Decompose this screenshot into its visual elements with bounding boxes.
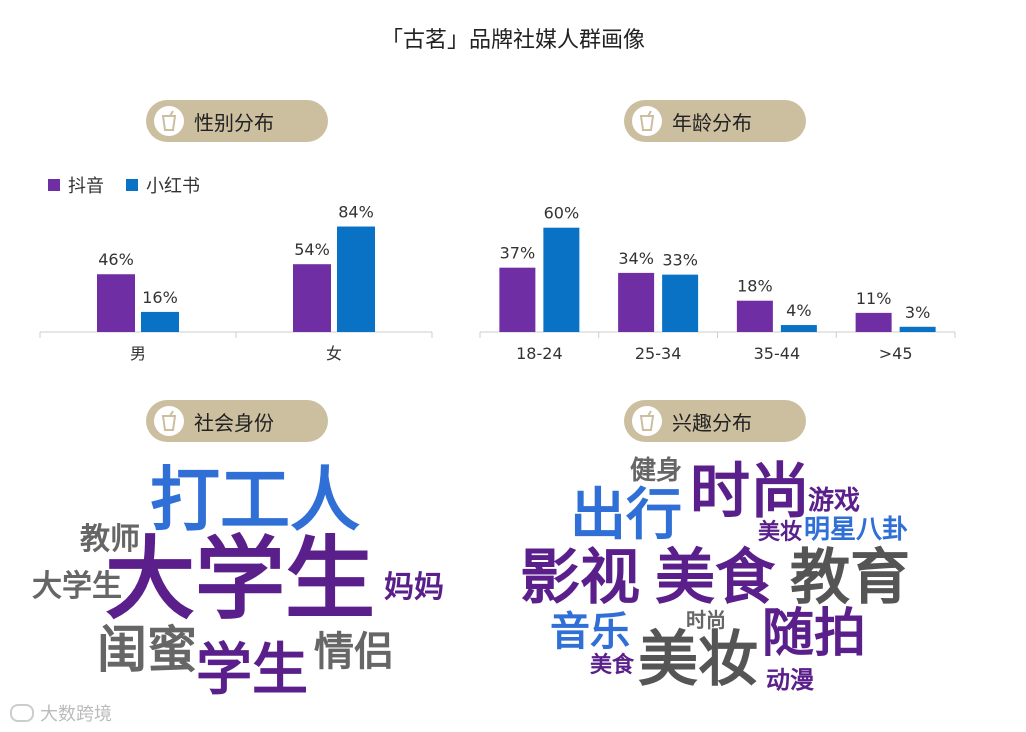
cloud-word: 教育 bbox=[790, 543, 910, 613]
cloud-word: 动漫 bbox=[766, 666, 814, 694]
cloud-word: 时尚 bbox=[690, 457, 810, 527]
section-interest-pill: 兴趣分布 bbox=[624, 400, 806, 442]
cloud-word: 影视 bbox=[520, 543, 640, 613]
bar-value-label: 84% bbox=[338, 203, 374, 222]
bar-douyin bbox=[97, 274, 135, 332]
cloud-word: 游戏 bbox=[808, 486, 861, 516]
cloud-word: 明星八卦 bbox=[804, 515, 909, 545]
section-identity-pill: 社会身份 bbox=[146, 400, 328, 442]
page-title: 「古茗」品牌社媒人群画像 bbox=[380, 28, 645, 53]
section-interest-title: 兴趣分布 bbox=[672, 410, 752, 435]
cloud-word: 时尚 bbox=[686, 608, 726, 632]
age-bar-chart: 37% 60% 18-24 34% 33% 25-34 18% 4% 35-44 11% 3% >45 bbox=[479, 204, 956, 363]
cloud-word: 美食 bbox=[655, 543, 775, 613]
x-tick-label: 35-44 bbox=[754, 344, 801, 363]
bar-xiaohongshu bbox=[662, 274, 699, 332]
cloud-word: 教师 bbox=[80, 522, 140, 557]
cloud-word: 健身 bbox=[630, 456, 683, 486]
x-tick-label: >45 bbox=[879, 344, 913, 363]
cloud-word: 音乐 bbox=[550, 609, 630, 655]
legend-label-douyin: 抖音 bbox=[68, 176, 104, 197]
cloud-word: 打工人 bbox=[150, 459, 360, 541]
cloud-word: 情侣 bbox=[314, 629, 394, 675]
cloud-word: 闺蜜 bbox=[97, 621, 197, 679]
bar-value-label: 46% bbox=[98, 250, 134, 269]
section-identity-title: 社会身份 bbox=[194, 410, 274, 435]
cloud-word: 大学生 bbox=[32, 569, 122, 604]
bar-value-label: 60% bbox=[544, 204, 580, 223]
bar-xiaohongshu bbox=[337, 226, 375, 332]
cloud-word: 妈妈 bbox=[384, 570, 444, 605]
cloud-word: 出行 bbox=[570, 483, 682, 548]
cloud-word: 随拍 bbox=[762, 604, 867, 664]
bar-value-label: 37% bbox=[500, 244, 536, 263]
bar-value-label: 11% bbox=[856, 289, 892, 308]
cloud-word: 学生 bbox=[196, 638, 308, 703]
x-tick-label: 女 bbox=[326, 344, 342, 363]
interest-word-cloud: 健身 出行 时尚 游戏 美妆 明星八卦 影视 美食 教育 音乐 时尚 随拍 美食… bbox=[500, 450, 1020, 710]
bar-douyin bbox=[499, 267, 536, 332]
section-age-pill: 年龄分布 bbox=[624, 100, 806, 142]
chart-legend: 抖音 小红书 bbox=[48, 172, 222, 198]
bar-xiaohongshu bbox=[543, 227, 580, 332]
cloud-word: 美妆 bbox=[758, 520, 803, 545]
bar-xiaohongshu bbox=[899, 326, 936, 332]
watermark: 大数跨境 bbox=[10, 700, 112, 726]
legend-swatch-douyin bbox=[48, 179, 60, 191]
bar-xiaohongshu bbox=[141, 311, 179, 332]
section-gender-pill: 性别分布 bbox=[146, 100, 328, 142]
x-tick-label: 18-24 bbox=[516, 344, 563, 363]
milk-tea-cup-icon bbox=[154, 406, 184, 436]
bar-value-label: 16% bbox=[142, 288, 178, 307]
cloud-word: 大学生 bbox=[105, 527, 375, 632]
bar-douyin bbox=[293, 264, 331, 332]
bar-douyin bbox=[736, 300, 773, 332]
x-tick-label: 25-34 bbox=[635, 344, 682, 363]
bar-value-label: 4% bbox=[786, 301, 811, 320]
legend-label-xiaohongshu: 小红书 bbox=[146, 176, 200, 197]
bar-value-label: 18% bbox=[737, 277, 773, 296]
bar-value-label: 34% bbox=[618, 249, 654, 268]
bar-value-label: 3% bbox=[905, 303, 930, 322]
legend-item-xiaohongshu: 小红书 bbox=[126, 172, 200, 198]
bar-xiaohongshu bbox=[780, 325, 817, 332]
cloud-word: 美食 bbox=[590, 653, 635, 678]
milk-tea-cup-icon bbox=[632, 406, 662, 436]
x-tick-label: 男 bbox=[130, 344, 146, 363]
bar-douyin bbox=[618, 272, 655, 332]
bar-value-label: 33% bbox=[662, 251, 698, 270]
section-gender-title: 性别分布 bbox=[194, 110, 274, 135]
identity-word-cloud: 打工人 教师 大学生 大学生 妈妈 闺蜜 学生 情侣 bbox=[0, 450, 500, 710]
legend-item-douyin: 抖音 bbox=[48, 172, 104, 198]
watermark-text: 大数跨境 bbox=[40, 704, 112, 725]
bar-douyin bbox=[855, 312, 892, 332]
milk-tea-cup-icon bbox=[154, 106, 184, 136]
cloud-word: 美妆 bbox=[638, 625, 758, 695]
gender-bar-chart: 46% 16% 男 54% 84% 女 bbox=[39, 203, 433, 363]
bar-value-label: 54% bbox=[294, 240, 330, 259]
section-age-title: 年龄分布 bbox=[672, 110, 752, 135]
milk-tea-cup-icon bbox=[632, 106, 662, 136]
watermark-logo-icon bbox=[10, 704, 34, 722]
legend-swatch-xiaohongshu bbox=[126, 179, 138, 191]
